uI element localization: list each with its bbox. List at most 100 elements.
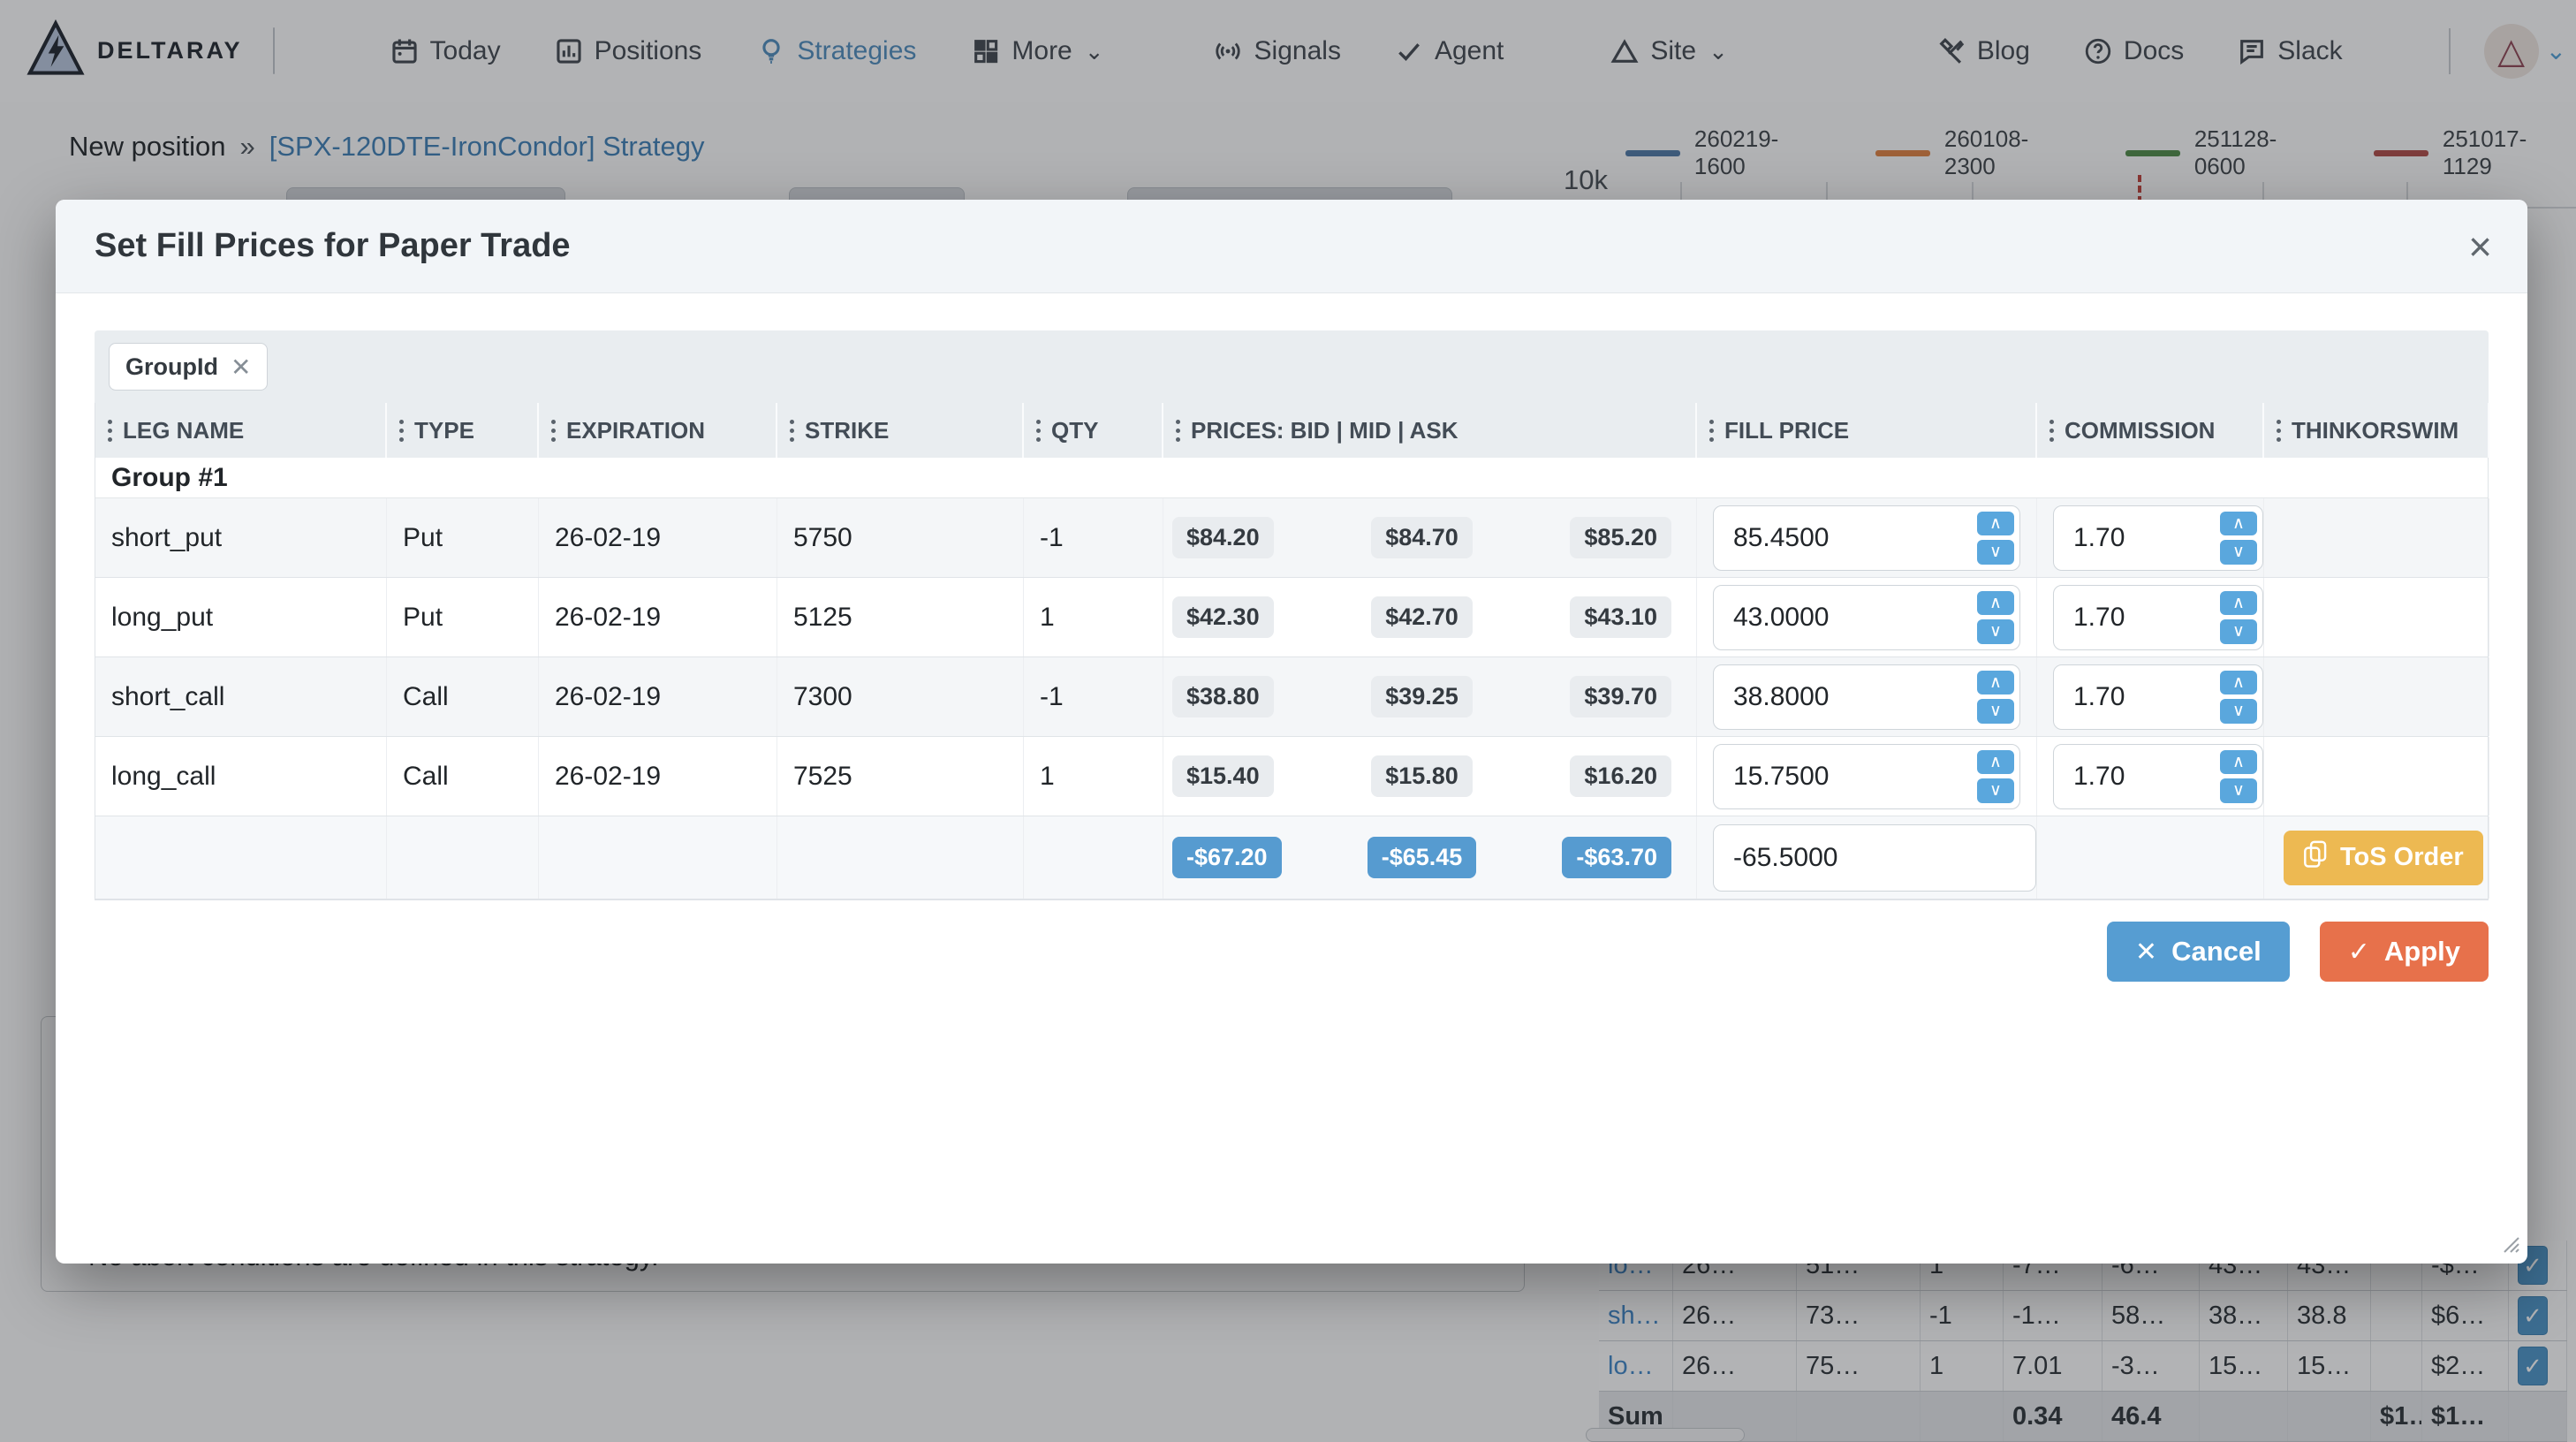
row-checkbox[interactable]: ✓ — [2518, 1246, 2548, 1285]
column-header-thinkorswim[interactable]: THINKORSWIM — [2264, 403, 2489, 458]
lightbulb-icon — [756, 36, 786, 66]
breadcrumb-strategy-link[interactable]: [SPX-120DTE-IronCondor] Strategy — [269, 131, 705, 162]
decrement-button[interactable]: ∨ — [1977, 778, 2014, 803]
decrement-button[interactable]: ∨ — [2220, 619, 2257, 644]
column-header-expiration[interactable]: EXPIRATION — [539, 403, 777, 458]
grip-icon[interactable] — [2277, 419, 2281, 442]
nav-link-blog[interactable]: Blog — [1936, 36, 2030, 66]
total-fill-price-input[interactable] — [1713, 823, 2036, 892]
nav-label: Signals — [1254, 35, 1341, 65]
commission-cell: ∧∨ — [2037, 578, 2264, 656]
fill-price-input[interactable] — [1713, 743, 2020, 809]
increment-button[interactable]: ∧ — [1977, 749, 2014, 774]
table-row[interactable]: sh… 26… 73… -1 -1… 58… 38… 38.8 $6… ✓ — [1599, 1291, 2567, 1341]
decrement-button[interactable]: ∨ — [1977, 699, 2014, 724]
grip-icon[interactable] — [551, 419, 556, 442]
bid-badge: $38.80 — [1172, 676, 1274, 717]
grip-icon[interactable] — [1176, 419, 1180, 442]
mode-toggle[interactable]: Live Sim — [272, 27, 275, 74]
thinkorswim-cell — [2264, 578, 2489, 656]
tos-order-button[interactable]: ToS Order — [2284, 830, 2483, 885]
nav-item-positions[interactable]: Positions — [554, 36, 701, 66]
chevron-down-icon[interactable]: ⌄ — [2545, 37, 2567, 65]
signal-icon — [1212, 36, 1244, 66]
deltaray-logo-icon — [27, 19, 85, 82]
nav-link-docs[interactable]: Docs — [2083, 36, 2184, 66]
check-icon — [1394, 36, 1424, 66]
leg-link[interactable]: sh… — [1599, 1291, 1673, 1340]
prices-cell: $38.80 $39.25 $39.70 — [1163, 657, 1697, 736]
apply-button[interactable]: ✓ Apply — [2319, 922, 2489, 982]
table-row[interactable]: lo… 26… 75… 1 7.01 -3… 15… 15… $2… ✓ — [1599, 1341, 2567, 1392]
nav-item-more[interactable]: More ⌄ — [971, 36, 1104, 66]
nav-link-slack[interactable]: Slack — [2237, 36, 2343, 66]
decrement-button[interactable]: ∨ — [2220, 540, 2257, 565]
column-header-type[interactable]: TYPE — [387, 403, 539, 458]
bid-badge: $15.40 — [1172, 755, 1274, 797]
mid-badge: $42.70 — [1371, 596, 1473, 638]
legend-item[interactable]: 251128-0600 — [2125, 125, 2328, 180]
decrement-button[interactable]: ∨ — [2220, 699, 2257, 724]
fill-price-input[interactable] — [1713, 664, 2020, 730]
grip-icon[interactable] — [2049, 419, 2054, 442]
nav-item-strategies[interactable]: Strategies — [756, 36, 916, 66]
row-checkbox[interactable]: ✓ — [2518, 1347, 2548, 1385]
groupid-filter-chip[interactable]: GroupId ✕ — [109, 343, 269, 391]
increment-button[interactable]: ∧ — [1977, 590, 2014, 615]
row-checkbox[interactable]: ✓ — [2518, 1296, 2548, 1335]
brand[interactable]: DELTARAY — [27, 19, 243, 82]
legend-item[interactable]: 260219-1600 — [1625, 125, 1830, 180]
legend-swatch — [1625, 149, 1680, 156]
column-header-leg-name[interactable]: LEG NAME — [95, 403, 387, 458]
grip-icon[interactable] — [790, 419, 794, 442]
remove-filter-icon[interactable]: ✕ — [230, 353, 252, 381]
leg-row-long-call: long_call Call 26-02-19 7525 1 $15.40 $1… — [95, 737, 2489, 816]
leg-name: long_put — [95, 578, 387, 656]
resize-handle[interactable] — [2497, 1231, 2520, 1258]
column-header-qty[interactable]: QTY — [1024, 403, 1163, 458]
leg-type: Put — [387, 578, 539, 656]
increment-button[interactable]: ∧ — [2220, 670, 2257, 694]
legend-item[interactable]: 251017-1129 — [2373, 125, 2576, 180]
increment-button[interactable]: ∧ — [2220, 590, 2257, 615]
grip-icon[interactable] — [399, 419, 404, 442]
grip-icon[interactable] — [108, 419, 112, 442]
grip-icon[interactable] — [1036, 419, 1041, 442]
modal-actions: ✕ Cancel ✓ Apply — [95, 922, 2489, 982]
column-header-commission[interactable]: COMMISSION — [2037, 403, 2264, 458]
increment-button[interactable]: ∧ — [2220, 749, 2257, 774]
close-icon[interactable]: × — [2468, 223, 2492, 269]
top-navbar: DELTARAY Live Sim Today Positions Strate… — [0, 0, 2576, 102]
legend-item[interactable]: 260108-2300 — [1875, 125, 2080, 180]
grip-icon[interactable] — [1709, 419, 1714, 442]
increment-button[interactable]: ∧ — [2220, 511, 2257, 535]
column-header-strike[interactable]: STRIKE — [777, 403, 1024, 458]
tools-icon — [1936, 36, 1966, 66]
nav-label: Blog — [1976, 35, 2030, 65]
decrement-button[interactable]: ∨ — [2220, 778, 2257, 803]
increment-button[interactable]: ∧ — [1977, 670, 2014, 694]
leg-type: Put — [387, 498, 539, 577]
decrement-button[interactable]: ∨ — [1977, 619, 2014, 644]
fill-price-input[interactable] — [1713, 505, 2020, 571]
nav-item-signals[interactable]: Signals — [1212, 36, 1341, 66]
column-header-prices[interactable]: PRICES: BID | MID | ASK — [1163, 403, 1697, 458]
commission-cell: ∧∨ — [2037, 498, 2264, 577]
increment-button[interactable]: ∧ — [1977, 511, 2014, 535]
leg-row-short-call: short_call Call 26-02-19 7300 -1 $38.80 … — [95, 657, 2489, 737]
cancel-button[interactable]: ✕ Cancel — [2106, 922, 2290, 982]
nav-item-agent[interactable]: Agent — [1394, 36, 1504, 66]
bar-chart-icon — [554, 36, 584, 66]
leg-qty: 1 — [1024, 737, 1163, 816]
leg-link[interactable]: lo… — [1599, 1341, 1673, 1391]
fill-price-input[interactable] — [1713, 584, 2020, 650]
nav-item-site[interactable]: Site ⌄ — [1610, 36, 1728, 66]
decrement-button[interactable]: ∨ — [1977, 540, 2014, 565]
avatar-logo-icon: △ — [2497, 31, 2525, 71]
tos-order-label: ToS Order — [2340, 843, 2464, 871]
nav-label: Strategies — [797, 35, 917, 65]
avatar[interactable]: △ — [2483, 23, 2539, 79]
column-header-fill-price[interactable]: FILL PRICE — [1697, 403, 2037, 458]
nav-item-today[interactable]: Today — [390, 36, 501, 66]
